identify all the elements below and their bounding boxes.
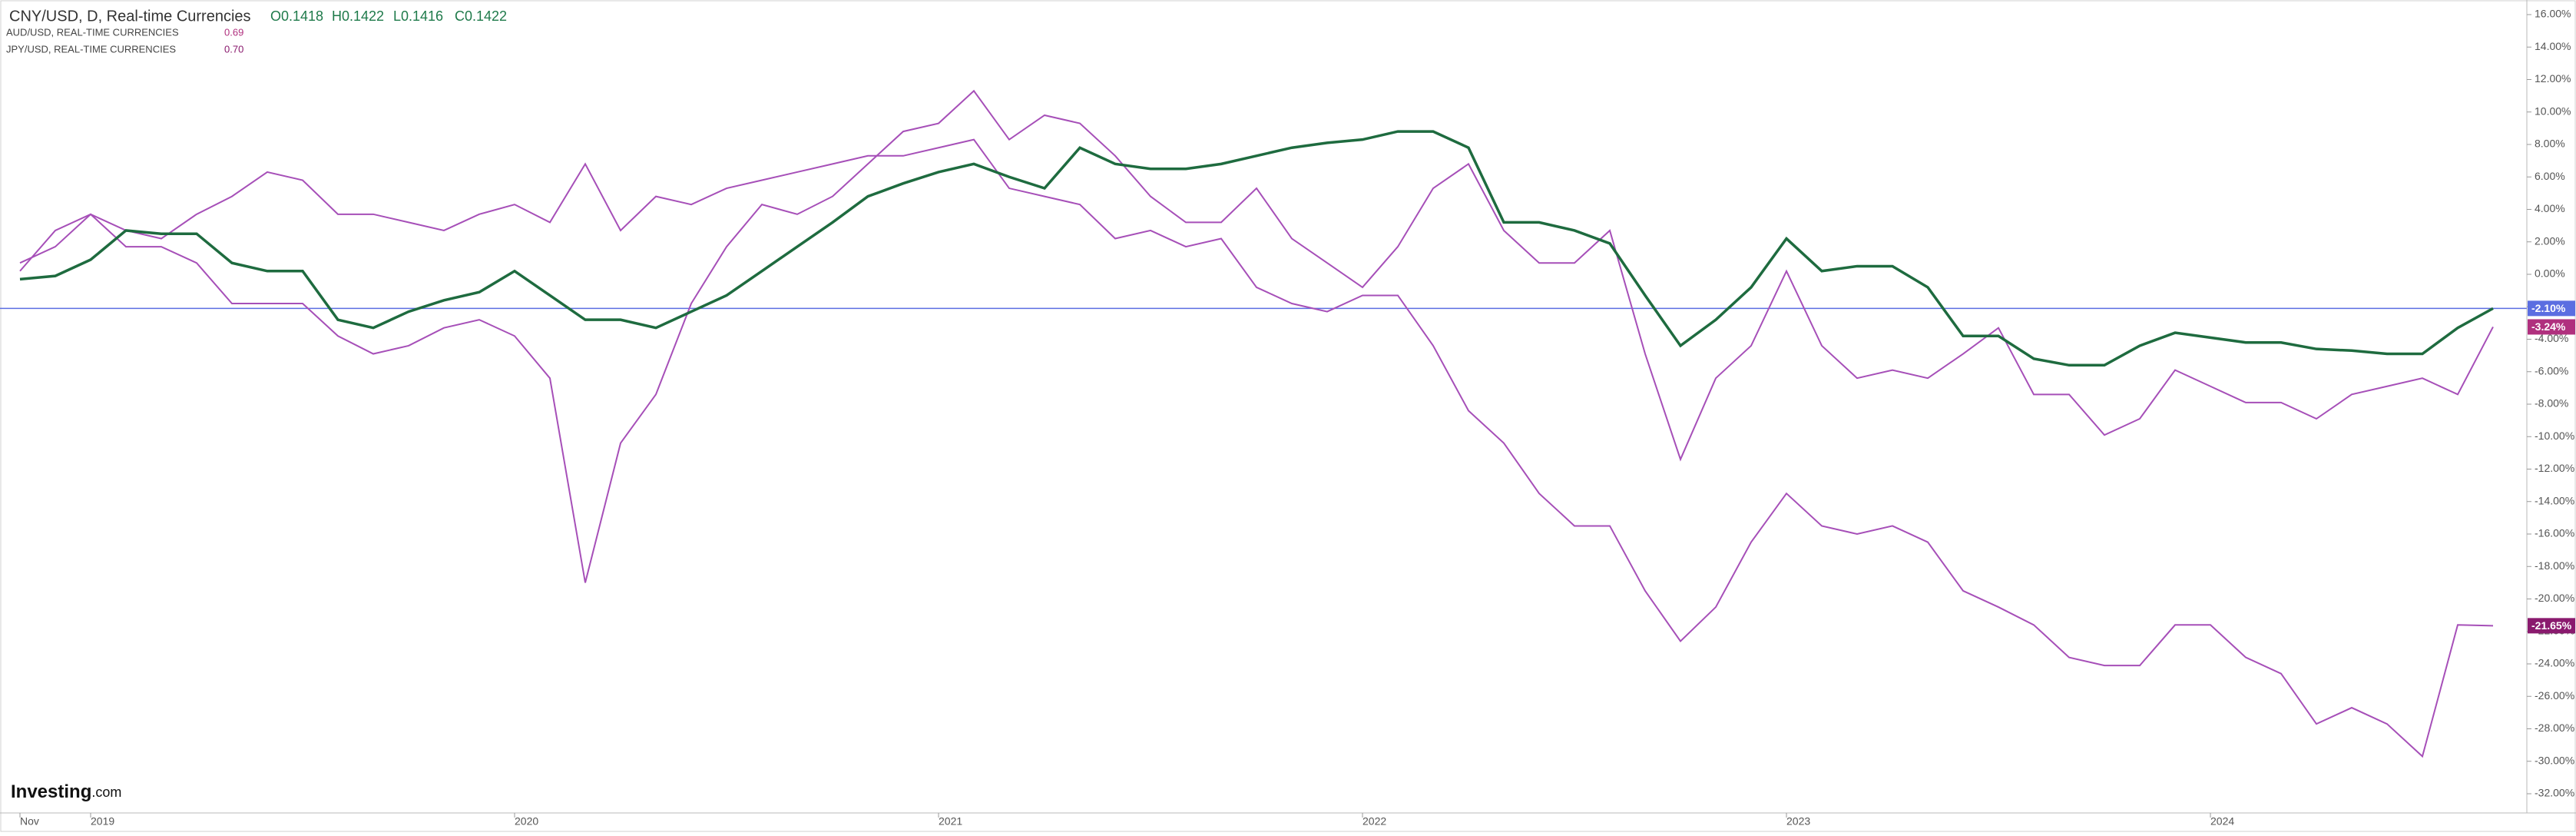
ohlc-value: H0.1422 xyxy=(332,8,384,24)
y-tick-label: -28.00% xyxy=(2535,722,2574,734)
y-tick-label: 12.00% xyxy=(2535,72,2571,85)
x-tick-label: 2019 xyxy=(91,815,114,828)
last-value-label: -2.10% xyxy=(2531,302,2566,314)
y-tick-label: 6.00% xyxy=(2535,170,2565,182)
last-value-box xyxy=(2528,319,2575,335)
y-tick-label: -6.00% xyxy=(2535,364,2568,377)
last-value-label: -21.65% xyxy=(2531,619,2572,632)
last-value-tag: -21.65% xyxy=(2528,618,2575,634)
y-tick-label: 14.00% xyxy=(2535,40,2571,52)
y-tick-label: -26.00% xyxy=(2535,689,2574,702)
y-tick-label: -32.00% xyxy=(2535,787,2574,799)
y-tick-label: -24.00% xyxy=(2535,657,2574,669)
series-line xyxy=(19,89,2494,583)
legend-entry: AUD/USD, REAL-TIME CURRENCIES xyxy=(6,26,179,38)
ohlc-value: O0.1418 xyxy=(270,8,323,24)
y-tick-label: 10.00% xyxy=(2535,104,2571,117)
last-value-label: -3.24% xyxy=(2531,320,2566,333)
last-value-box xyxy=(2528,618,2575,634)
y-tick-label: -20.00% xyxy=(2535,592,2574,604)
x-tick-label: 2020 xyxy=(515,815,538,828)
y-tick-label: -12.00% xyxy=(2535,462,2574,474)
x-tick-label: 2021 xyxy=(939,815,962,828)
last-value-tag: -3.24% xyxy=(2528,319,2575,335)
x-tick-label: Nov xyxy=(20,815,39,828)
x-tick-label: 2022 xyxy=(1362,815,1386,828)
last-value-box xyxy=(2528,300,2575,317)
y-tick-label: -4.00% xyxy=(2535,332,2568,344)
watermark-suffix: .com xyxy=(91,785,121,800)
series-line xyxy=(19,130,2494,367)
legend-entry: JPY/USD, REAL-TIME CURRENCIES xyxy=(6,43,176,55)
watermark: Investing.com xyxy=(11,781,121,802)
y-tick-label: 0.00% xyxy=(2535,267,2565,280)
ohlc-value: C0.1422 xyxy=(455,8,507,24)
watermark-main: Investing xyxy=(11,781,91,802)
legend-value: 0.69 xyxy=(224,26,243,38)
y-tick-label: -8.00% xyxy=(2535,397,2568,410)
legend-value: 0.70 xyxy=(224,43,243,55)
y-tick-label: 2.00% xyxy=(2535,234,2565,247)
ohlc-value: L0.1416 xyxy=(393,8,443,24)
x-tick-label: 2024 xyxy=(2210,815,2234,828)
series-line xyxy=(19,138,2494,758)
chart-title: CNY/USD, D, Real-time Currencies xyxy=(9,8,251,25)
y-tick-label: -30.00% xyxy=(2535,754,2574,766)
last-value-tag: -2.10% xyxy=(2528,300,2575,317)
y-tick-label: 16.00% xyxy=(2535,8,2571,20)
y-tick-label: -14.00% xyxy=(2535,494,2574,506)
y-tick-label: 8.00% xyxy=(2535,138,2565,150)
x-tick-label: 2023 xyxy=(1786,815,1810,828)
y-tick-label: -10.00% xyxy=(2535,430,2574,442)
y-tick-label: -16.00% xyxy=(2535,527,2574,539)
y-tick-label: 4.00% xyxy=(2535,202,2565,214)
y-tick-label: -18.00% xyxy=(2535,559,2574,572)
